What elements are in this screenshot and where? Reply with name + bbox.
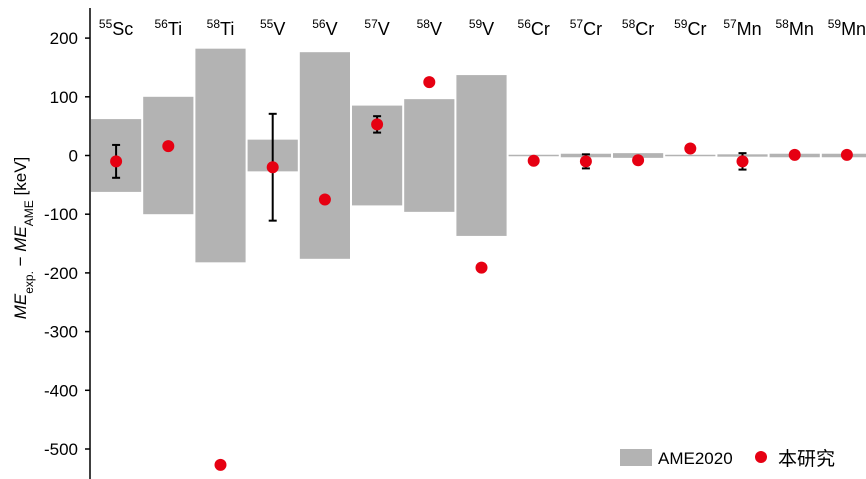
measurement-point <box>527 154 540 167</box>
nuclide-mass: 57 <box>570 17 584 31</box>
nuclide-mass: 55 <box>99 17 113 31</box>
measurement-point <box>736 155 749 168</box>
measurement-point <box>788 148 801 161</box>
y-tick-label: 0 <box>69 147 78 166</box>
nuclide-label: 58Cr <box>622 17 654 39</box>
measurement-point <box>110 155 123 168</box>
ame2020-band <box>195 48 246 263</box>
legend-marker-this-work <box>755 451 767 463</box>
nuclide-label: 56Ti <box>154 17 182 39</box>
measurement-point <box>579 155 592 168</box>
y-tick-label: -200 <box>44 264 78 283</box>
nuclide-element: Mn <box>841 19 866 39</box>
ame2020-band <box>404 99 455 212</box>
y-tick-label: -100 <box>44 205 78 224</box>
measurement-point <box>371 118 384 131</box>
nuclide-element: V <box>482 19 494 39</box>
legend-label-this-work: 本研究 <box>778 448 835 470</box>
nuclide-label: 59Mn <box>828 17 866 39</box>
nuclide-element: Cr <box>531 19 550 39</box>
y-tick-label: 100 <box>50 88 78 107</box>
measurement-points <box>110 76 853 471</box>
nuclide-label: 56Cr <box>518 17 550 39</box>
y-tick-label: -300 <box>44 323 78 342</box>
nuclide-label: 59Cr <box>674 17 706 39</box>
nuclide-label: 57Mn <box>723 17 761 39</box>
nuclide-label: 57Cr <box>570 17 602 39</box>
legend-label-ame2020: AME2020 <box>658 449 733 468</box>
measurement-point <box>266 161 279 174</box>
nuclide-label: 58Ti <box>207 17 235 39</box>
nuclide-element: V <box>430 19 442 39</box>
nuclide-label: 59V <box>469 17 494 39</box>
ame2020-band <box>665 154 716 157</box>
measurement-point <box>162 140 175 153</box>
legend: AME2020 本研究 <box>620 448 835 470</box>
nuclide-element: V <box>378 19 390 39</box>
nuclide-element: Ti <box>220 19 234 39</box>
nuclide-element: Cr <box>687 19 706 39</box>
nuclide-element: Cr <box>583 19 602 39</box>
ame2020-band <box>299 52 350 259</box>
nuclide-mass: 58 <box>776 17 790 31</box>
nuclide-label: 58Mn <box>776 17 814 39</box>
nuclide-label: 58V <box>417 17 442 39</box>
ame2020-band <box>143 96 194 215</box>
measurement-point <box>684 142 697 155</box>
nuclide-element: V <box>273 19 285 39</box>
nuclide-mass: 57 <box>723 17 737 31</box>
nuclide-element: V <box>326 19 338 39</box>
measurement-point <box>214 458 227 471</box>
nuclide-mass: 56 <box>312 17 326 31</box>
nuclide-element: Ti <box>168 19 182 39</box>
nuclide-element: Mn <box>737 19 762 39</box>
nuclide-label: 55V <box>260 17 285 39</box>
nuclide-mass: 56 <box>518 17 532 31</box>
nuclide-mass: 59 <box>828 17 842 31</box>
y-axis-label: MEexp. − MEAME [keV] <box>11 157 36 320</box>
nuclide-labels: 55Sc 56Ti 58Ti 55V 56V 57V 58V 59V 56Cr 57Cr 58Cr 5… <box>99 17 866 39</box>
measurement-point <box>840 148 853 161</box>
nuclide-element: Sc <box>112 19 133 39</box>
nuclide-element: Cr <box>635 19 654 39</box>
nuclide-label: 57V <box>364 17 389 39</box>
ame2020-bands <box>91 48 866 263</box>
nuclide-mass: 59 <box>674 17 688 31</box>
nuclide-mass: 58 <box>622 17 636 31</box>
measurement-point <box>475 261 488 274</box>
y-tick-label: -400 <box>44 381 78 400</box>
legend-swatch-ame2020 <box>620 449 652 466</box>
nuclide-mass: 56 <box>154 17 168 31</box>
measurement-point <box>423 76 436 89</box>
y-tick-label: -500 <box>44 440 78 459</box>
nuclide-mass: 57 <box>364 17 378 31</box>
nuclide-mass: 58 <box>417 17 431 31</box>
y-tick-label: 200 <box>50 29 78 48</box>
measurement-point <box>318 193 331 206</box>
measurement-point <box>632 154 645 167</box>
nuclide-mass: 59 <box>469 17 483 31</box>
nuclide-mass: 58 <box>207 17 221 31</box>
nuclide-label: 56V <box>312 17 337 39</box>
nuclide-mass: 55 <box>260 17 274 31</box>
nuclide-element: Mn <box>789 19 814 39</box>
nuclide-label: 55Sc <box>99 17 133 39</box>
y-axis: 200 100 0 -100 -200 -300 -400 -500 <box>44 8 91 479</box>
ame2020-band <box>456 75 507 236</box>
